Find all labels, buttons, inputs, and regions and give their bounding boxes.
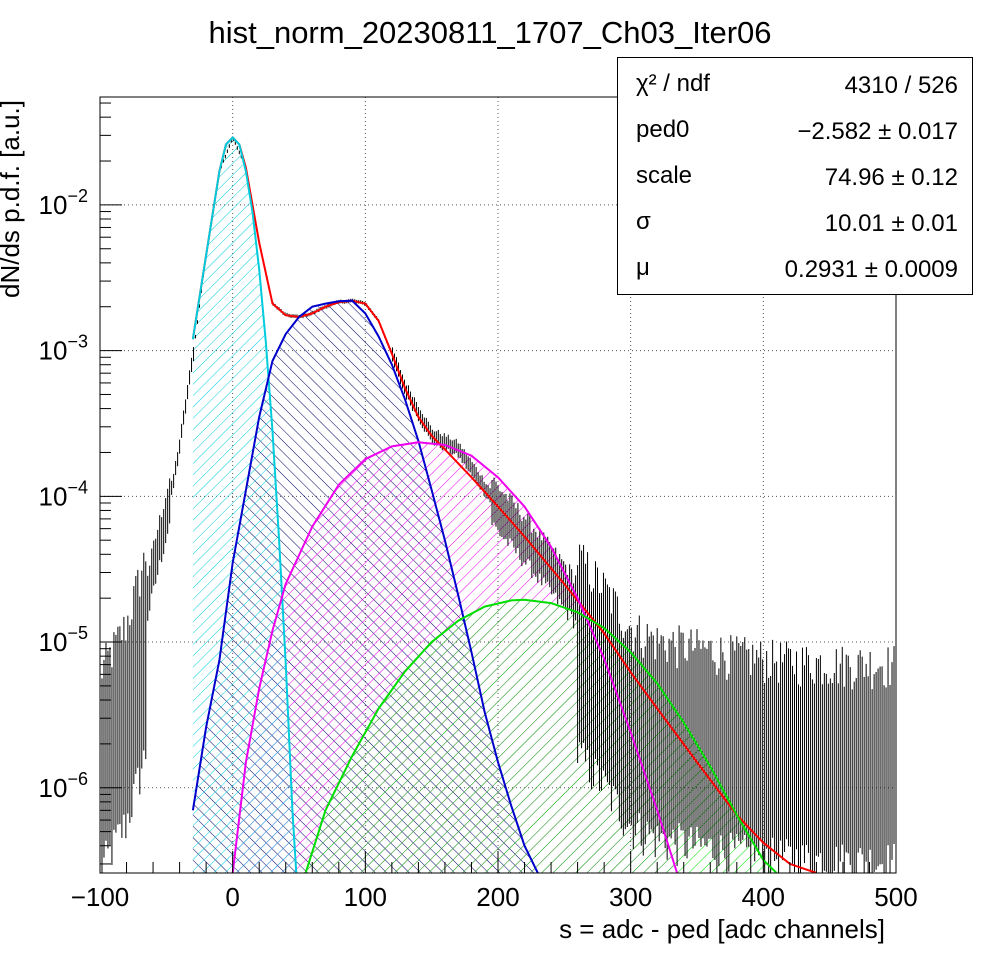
x-axis: −100 0 100 200 300 400 500 xyxy=(71,851,918,912)
stats-param-value: 74.96 ± 0.12 xyxy=(824,164,958,191)
stats-param-value: 4310 / 526 xyxy=(844,72,958,99)
stats-row: σ 10.01 ± 0.01 xyxy=(618,200,972,246)
y-tick-label: 10−4 xyxy=(39,477,88,511)
stats-param-value: 10.01 ± 0.01 xyxy=(824,210,958,237)
y-axis: 10−6 10−5 10−4 10−3 10−2 xyxy=(39,102,122,865)
y-axis-label: dN/ds p.d.f. [a.u.] xyxy=(0,100,25,298)
2-pe-component-curve xyxy=(231,441,679,873)
pedestal-component-curve xyxy=(191,136,298,873)
stats-param-name: χ² / ndf xyxy=(636,70,710,97)
stats-param-name: ped0 xyxy=(636,116,690,143)
x-tick-label: 400 xyxy=(742,882,785,912)
x-tick-label: 100 xyxy=(344,882,387,912)
stats-param-value: 0.2931 ± 0.0009 xyxy=(784,256,958,283)
fit-stats-box: χ² / ndf 4310 / 526 ped0 −2.582 ± 0.017 scal… xyxy=(617,57,973,295)
x-tick-label: 200 xyxy=(476,882,519,912)
stats-param-value: −2.582 ± 0.017 xyxy=(797,118,958,145)
chart-title: hist_norm_20230811_1707_Ch03_Iter06 xyxy=(208,15,771,50)
x-tick-label: −100 xyxy=(71,882,130,912)
x-tick-label: 500 xyxy=(874,882,917,912)
stats-param-name: μ xyxy=(636,254,650,281)
x-tick-label: 0 xyxy=(225,882,239,912)
y-tick-label: 10−3 xyxy=(39,332,88,366)
y-tick-label: 10−2 xyxy=(39,186,88,220)
stats-param-name: scale xyxy=(636,162,693,189)
x-tick-label: 300 xyxy=(609,882,652,912)
1-pe-component-curve xyxy=(191,299,539,873)
stats-row: μ 0.2931 ± 0.0009 xyxy=(618,246,972,292)
stats-row: ped0 −2.582 ± 0.017 xyxy=(618,108,972,154)
stats-row: χ² / ndf 4310 / 526 xyxy=(618,62,972,108)
stats-param-name: σ xyxy=(636,208,651,235)
stats-row: scale 74.96 ± 0.12 xyxy=(618,154,972,200)
3-pe-component-curve xyxy=(304,598,778,873)
data-layer xyxy=(100,136,896,873)
y-tick-label: 10−6 xyxy=(39,769,88,803)
x-axis-label: s = adc - ped [adc channels] xyxy=(559,914,885,944)
pedestal-component-fill xyxy=(192,137,297,873)
y-tick-label: 10−5 xyxy=(39,623,88,657)
